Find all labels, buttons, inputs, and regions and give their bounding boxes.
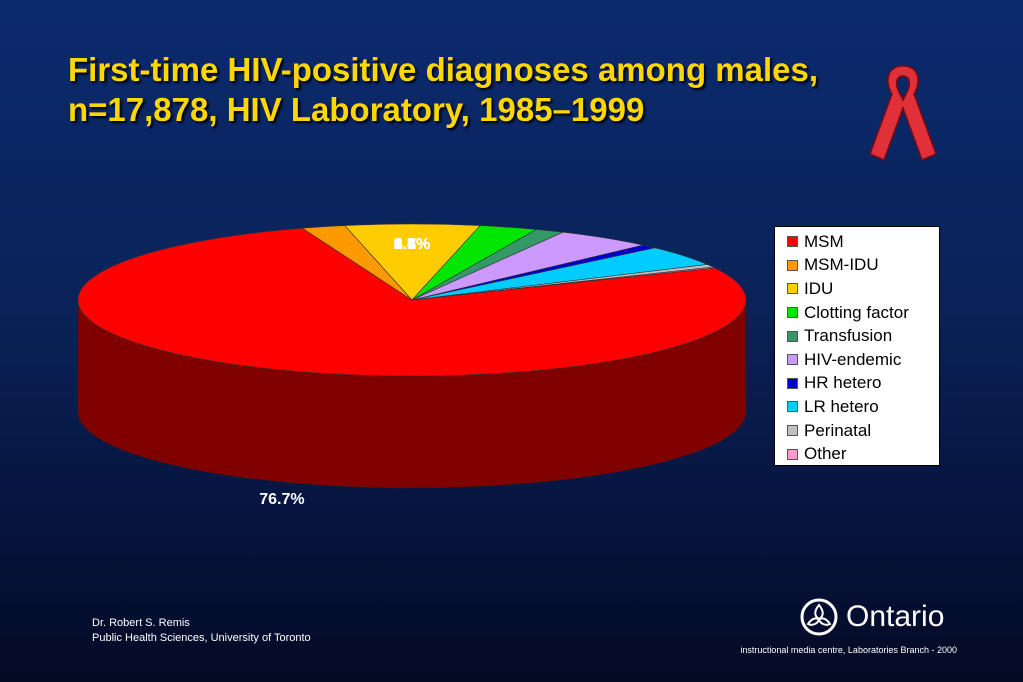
legend-label: MSM (804, 231, 844, 251)
legend-swatch (787, 330, 798, 342)
slice-label-9: 0.2% (394, 236, 430, 253)
legend-label: MSM-IDU (804, 255, 879, 275)
legend-swatch (787, 401, 798, 413)
slice-label-6: 0.8% (394, 236, 430, 253)
slice-label-1: 2.1% (394, 236, 430, 253)
legend-item-7: LR hetero (787, 395, 939, 419)
legend-swatch (787, 283, 798, 295)
legend-label: LR hetero (804, 396, 879, 416)
slice-label-4: 1.4% (394, 236, 430, 253)
slice-label-8: 0.6% (394, 236, 430, 253)
pie-slice-0 (77, 227, 747, 377)
slice-label-2: 6.5% (394, 236, 430, 253)
slice-label-7: 4.3% (394, 236, 430, 253)
legend-item-2: IDU (787, 277, 939, 301)
legend-swatch (787, 236, 798, 248)
legend-swatch (787, 354, 798, 366)
ontario-logo: Ontario (800, 598, 944, 636)
legend-swatch (787, 259, 798, 271)
legend-swatch (787, 307, 798, 319)
legend-label: Other (804, 444, 847, 464)
author-credit: Dr. Robert S. Remis Public Health Scienc… (92, 616, 311, 646)
trillium-icon (800, 598, 838, 636)
legend-label: HR hetero (804, 373, 882, 393)
legend-swatch (787, 448, 798, 460)
red-ribbon-icon (869, 65, 937, 162)
legend-item-4: Transfusion (787, 324, 939, 348)
slide-title: First-time HIV-positive diagnoses among … (68, 50, 948, 130)
brand-name: Ontario (846, 600, 945, 633)
production-credit: instructional media centre, Laboratories… (740, 645, 957, 655)
slice-label-0: 76.7% (259, 491, 304, 508)
legend-item-6: HR hetero (787, 372, 939, 396)
slice-label-3: 2.8% (394, 236, 430, 253)
legend-label: HIV-endemic (804, 349, 902, 369)
legend-label: Clotting factor (804, 302, 909, 322)
pie-slice-2 (344, 223, 481, 301)
legend-label: Perinatal (804, 420, 872, 440)
legend-item-9: Other (787, 442, 939, 466)
title-line-1: First-time HIV-positive diagnoses among … (68, 51, 819, 88)
legend-item-0: MSM (787, 230, 939, 254)
legend-item-5: HIV-endemic (787, 348, 939, 372)
legend-item-3: Clotting factor (787, 301, 939, 325)
legend-swatch (787, 377, 798, 389)
legend-label: IDU (804, 278, 834, 298)
slice-label-5: 4.7% (394, 236, 430, 253)
legend-label: Transfusion (804, 326, 893, 346)
author-affiliation: Public Health Sciences, University of To… (92, 632, 311, 644)
legend-item-8: Perinatal (787, 419, 939, 443)
author-name: Dr. Robert S. Remis (92, 617, 190, 629)
pie-slice-9 (411, 266, 716, 301)
legend-swatch (787, 425, 798, 437)
title-line-2: n=17,878, HIV Laboratory, 1985–1999 (68, 91, 645, 128)
legend-item-1: MSM-IDU (787, 254, 939, 278)
chart-legend: MSM MSM-IDU IDU Clotting factor Transfusion H… (774, 226, 940, 466)
